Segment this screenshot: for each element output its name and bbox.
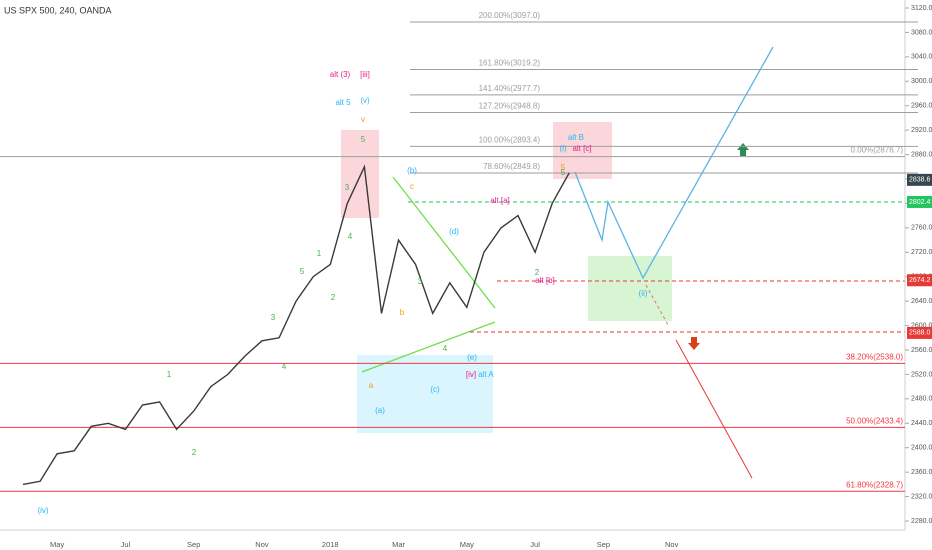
price-line bbox=[22, 164, 570, 486]
price-badge bbox=[907, 274, 932, 287]
wave-label: (d) bbox=[449, 227, 459, 236]
x-tick-label: May bbox=[460, 540, 474, 549]
y-tick-label: 2400.0 bbox=[911, 445, 932, 452]
wave-label: (i) bbox=[559, 144, 566, 153]
price-badge-label: 2802.4 bbox=[909, 199, 931, 206]
y-tick-label: 3120.0 bbox=[911, 5, 932, 12]
wave-label: v bbox=[361, 115, 365, 124]
fib-label: 161.80%(3019.2) bbox=[479, 59, 541, 68]
wave-label: 5 bbox=[561, 163, 566, 172]
projection-path bbox=[645, 284, 669, 326]
y-tick-label: 2280.0 bbox=[911, 518, 932, 525]
wave-label: (e) bbox=[467, 353, 477, 362]
wave-label: (v) bbox=[360, 96, 370, 105]
zone-box bbox=[588, 256, 672, 321]
wave-label: 2 bbox=[535, 268, 540, 277]
chart-title: US SPX 500, 240, OANDA bbox=[4, 5, 112, 15]
x-tick-label: Nov bbox=[665, 540, 679, 549]
y-tick-label: 2320.0 bbox=[911, 493, 932, 500]
wave-label: 4 bbox=[443, 344, 448, 353]
y-tick-label: 3000.0 bbox=[911, 78, 932, 85]
x-tick-label: Nov bbox=[255, 540, 269, 549]
wave-label: [iii] bbox=[360, 70, 370, 79]
y-tick-label: 2560.0 bbox=[911, 347, 932, 354]
wave-label: alt A bbox=[478, 370, 494, 379]
fib-label: 38.20%(2538.0) bbox=[846, 353, 903, 362]
wave-label: (b) bbox=[407, 166, 417, 175]
projection-path bbox=[574, 46, 774, 280]
price-badge bbox=[907, 173, 932, 186]
wave-label: 4 bbox=[348, 232, 353, 241]
zone-box bbox=[553, 122, 612, 179]
y-tick-label: 2920.0 bbox=[911, 127, 932, 134]
up-arrow bbox=[737, 143, 749, 156]
wave-label: alt (3) bbox=[330, 70, 351, 79]
wave-label: 4 bbox=[282, 362, 287, 371]
wave-label: 5 bbox=[561, 168, 566, 177]
wave-label: 2 bbox=[331, 293, 336, 302]
y-tick-label: 2880.0 bbox=[911, 151, 932, 158]
wave-label: (c) bbox=[430, 385, 440, 394]
wave-label: alt 5 bbox=[335, 98, 351, 107]
y-tick-label: 2640.0 bbox=[911, 298, 932, 305]
y-tick-label: 3080.0 bbox=[911, 29, 932, 36]
x-tick-label: 2018 bbox=[322, 540, 339, 549]
y-tick-label: 2760.0 bbox=[911, 225, 932, 232]
price-axis bbox=[905, 0, 932, 530]
zone-box bbox=[357, 355, 493, 433]
fib-label: 50.00%(2433.4) bbox=[846, 416, 903, 425]
x-tick-label: Sep bbox=[187, 540, 200, 549]
y-tick-label: 2440.0 bbox=[911, 420, 932, 427]
fib-label: 141.40%(2977.7) bbox=[479, 84, 541, 93]
wave-label: alt B bbox=[568, 133, 584, 142]
wave-label: 3 bbox=[271, 313, 276, 322]
wave-label: 1 bbox=[317, 249, 322, 258]
trend-line bbox=[392, 176, 496, 309]
y-tick-label: 2360.0 bbox=[911, 469, 932, 476]
price-badge-label: 2838.6 bbox=[909, 177, 931, 184]
wave-label: alt [b] bbox=[535, 276, 555, 285]
wave-label: b bbox=[400, 308, 405, 317]
wave-label: 1 bbox=[167, 370, 172, 379]
y-tick-label: 2480.0 bbox=[911, 396, 932, 403]
wave-label: (iv) bbox=[37, 506, 48, 515]
fib-label: 127.20%(2948.8) bbox=[479, 102, 541, 111]
price-badge bbox=[907, 195, 932, 208]
x-tick-label: Jul bbox=[530, 540, 540, 549]
x-tick-label: May bbox=[50, 540, 64, 549]
wave-label: (ii) bbox=[639, 289, 648, 298]
y-tick-label: 3040.0 bbox=[911, 54, 932, 61]
wave-label: alt [a] bbox=[490, 196, 510, 205]
wave-label: c bbox=[410, 182, 414, 191]
fib-label: 61.80%(2328.7) bbox=[846, 480, 903, 489]
y-tick-label: 2520.0 bbox=[911, 371, 932, 378]
x-tick-label: Sep bbox=[597, 540, 610, 549]
wave-label: 5 bbox=[300, 267, 305, 276]
wave-label: 3 bbox=[345, 183, 350, 192]
wave-label: 3 bbox=[418, 277, 423, 286]
price-badge-label: 2588.0 bbox=[909, 330, 931, 337]
fib-label: 200.00%(3097.0) bbox=[479, 11, 541, 20]
y-tick-label: 2720.0 bbox=[911, 249, 932, 256]
wave-label: alt [c] bbox=[572, 144, 591, 153]
fib-label: 78.60%(2849.8) bbox=[483, 162, 540, 171]
price-badge-label: 2674.2 bbox=[909, 277, 931, 284]
x-tick-label: Jul bbox=[121, 540, 131, 549]
down-arrow bbox=[688, 337, 700, 350]
wave-label: [iv] bbox=[466, 370, 476, 379]
y-tick-label: 2960.0 bbox=[911, 103, 932, 110]
x-tick-label: Mar bbox=[392, 540, 405, 549]
wave-label: 5 bbox=[361, 135, 366, 144]
fib-label: 0.00%(2876.7) bbox=[851, 146, 904, 155]
wave-label: (a) bbox=[375, 406, 385, 415]
fib-label: 100.00%(2893.4) bbox=[479, 135, 541, 144]
price-badge bbox=[907, 326, 932, 339]
y-tick-label: 2600.0 bbox=[911, 322, 932, 329]
wave-label: a bbox=[369, 381, 374, 390]
wave-label: 2 bbox=[192, 448, 197, 457]
